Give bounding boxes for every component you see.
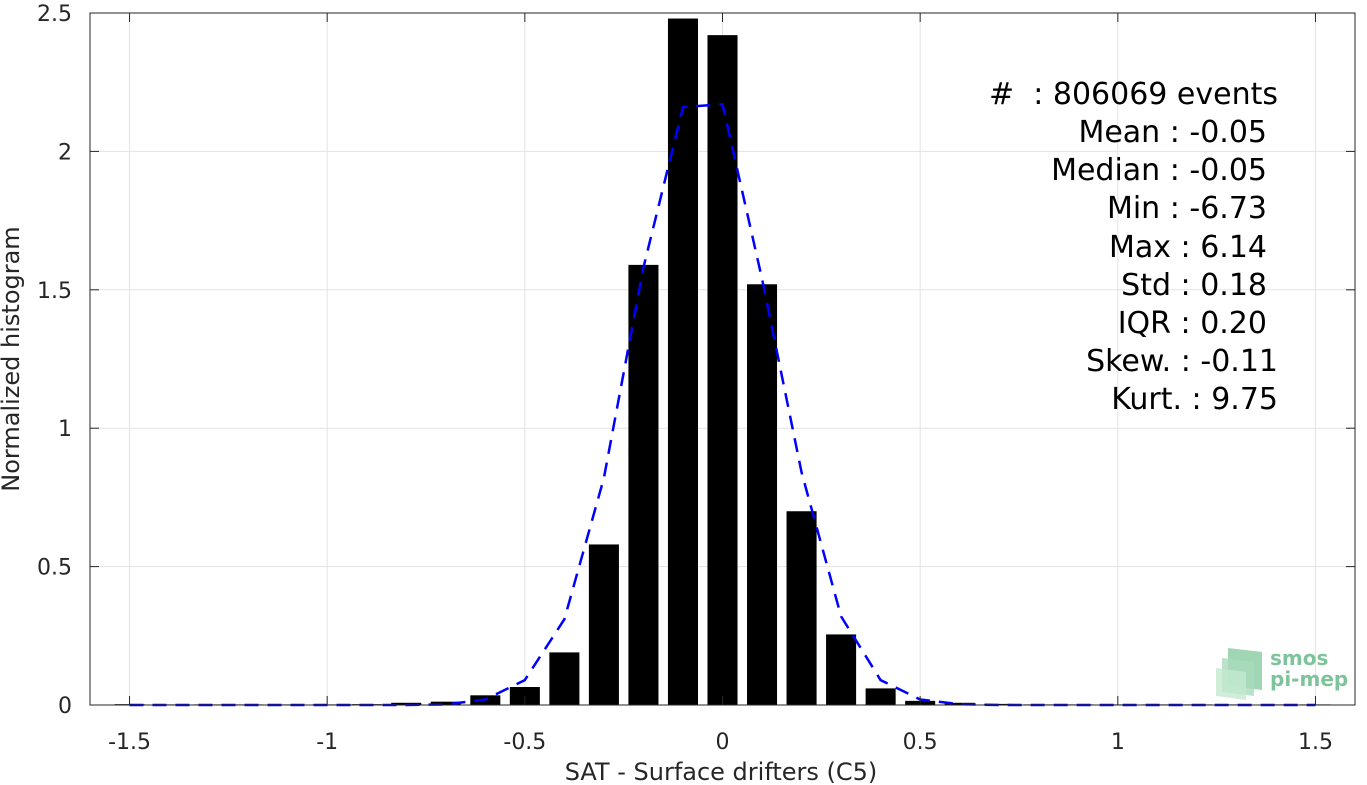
x-tick-label: 0.5 [903, 730, 938, 755]
stat-events: # : 806069 events [989, 77, 1278, 112]
stat-min: Min : -6.73 [1107, 191, 1267, 226]
y-tick-label: 2.5 [37, 2, 72, 27]
x-tick-labels: -1.5 -1 -0.5 0 0.5 1 1.5 [108, 730, 1333, 755]
bar [865, 688, 896, 705]
bar [826, 634, 857, 705]
stat-std: Std : 0.18 [1121, 268, 1267, 303]
x-tick-label: -1.5 [108, 730, 151, 755]
smos-pimep-logo: smos pi-mep [1216, 646, 1348, 700]
y-tick-label: 0.5 [37, 556, 72, 581]
bar [707, 35, 738, 706]
x-tick-label: 1 [1111, 730, 1125, 755]
stat-median: Median : -0.05 [1051, 153, 1267, 188]
stat-skew: Skew. : -0.11 [1086, 344, 1278, 379]
x-tick-label: 1.5 [1298, 730, 1333, 755]
y-tick-labels: 0 0.5 1 1.5 2 2.5 [37, 2, 72, 719]
bar [430, 701, 461, 705]
logo-text-pimep: pi-mep [1270, 667, 1348, 691]
y-tick-label: 1 [58, 417, 72, 442]
stats-box: # : 806069 events Mean : -0.05 Median : … [989, 77, 1278, 417]
x-tick-label: -1 [316, 730, 338, 755]
x-tick-label: -0.5 [503, 730, 546, 755]
bar [786, 511, 817, 705]
y-tick-label: 1.5 [37, 279, 72, 304]
x-axis-label: SAT - Surface drifters (C5) [565, 758, 878, 785]
bar [667, 18, 698, 705]
histogram-bars [114, 18, 1331, 706]
stat-kurt: Kurt. : 9.75 [1111, 382, 1278, 417]
bar [588, 544, 619, 705]
y-axis-label: Normalized histogram [0, 226, 25, 491]
axis-ticks [90, 12, 1355, 706]
logo-text-smos: smos [1270, 646, 1328, 670]
y-tick-label: 2 [58, 140, 72, 165]
y-tick-label: 0 [58, 694, 72, 719]
stat-mean: Mean : -0.05 [1078, 115, 1267, 150]
logo-mark-icon [1216, 648, 1262, 700]
x-tick-label: 0 [716, 730, 730, 755]
bar [549, 652, 580, 705]
bar [628, 264, 659, 705]
stat-iqr: IQR : 0.20 [1118, 306, 1267, 341]
stat-max: Max : 6.14 [1109, 230, 1267, 265]
bar [747, 284, 778, 705]
bar [944, 702, 975, 705]
bar [984, 703, 1015, 705]
